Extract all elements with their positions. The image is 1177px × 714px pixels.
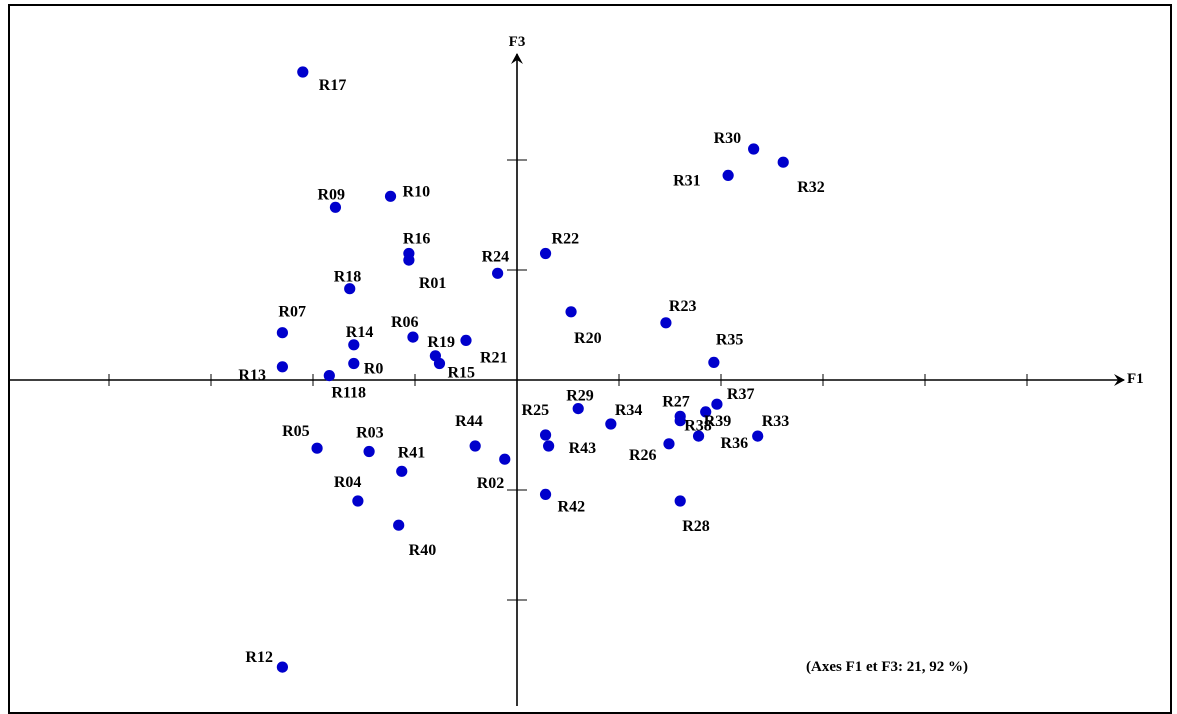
point-r36 (692, 430, 705, 442)
axes-annotation: (Axes F1 et F3: 21, 92 %) (806, 659, 968, 675)
point-r29 (572, 403, 584, 415)
point-label-r32: R32 (797, 179, 825, 196)
point-label-r42: R42 (558, 498, 586, 515)
point-label-r34: R34 (615, 402, 643, 419)
point-label-r13: R13 (238, 367, 266, 384)
point-label-r12: R12 (245, 649, 273, 666)
point-r13 (276, 361, 288, 373)
point-label-r36: R36 (721, 435, 749, 452)
x-axis-title: F1 (1127, 371, 1144, 387)
point-label-r30: R30 (714, 130, 742, 147)
point-r22 (539, 247, 552, 260)
point-label-r28: R28 (682, 518, 710, 535)
point-r12 (276, 661, 288, 673)
point-label-r27: R27 (662, 393, 690, 410)
point-label-r44: R44 (455, 413, 483, 430)
point-label-r06: R06 (391, 314, 419, 331)
point-label-r15: R15 (447, 365, 475, 382)
point-r38 (674, 415, 686, 427)
point-r34 (605, 418, 617, 430)
point-label-r41: R41 (398, 444, 426, 461)
point-r17 (297, 66, 309, 78)
data-points (276, 66, 789, 673)
point-label-r118: R118 (331, 385, 366, 402)
point-r37 (711, 398, 723, 410)
point-label-r43: R43 (569, 440, 597, 457)
point-label-r09: R09 (317, 186, 345, 203)
point-r24 (492, 267, 504, 279)
point-r33 (752, 430, 764, 442)
point-label-r03: R03 (356, 425, 384, 442)
y-axis-title: F3 (509, 34, 526, 50)
point-label-r31: R31 (673, 172, 701, 189)
point-label-r33: R33 (762, 413, 790, 430)
point-label-r10: R10 (403, 183, 431, 200)
point-r40 (393, 519, 405, 531)
point-label-r29: R29 (566, 388, 594, 405)
point-r35 (708, 356, 720, 368)
point-r06 (407, 331, 419, 343)
point-label-r37: R37 (727, 386, 755, 403)
point-r26 (663, 438, 675, 450)
point-r10 (384, 190, 397, 202)
point-label-r22: R22 (552, 231, 580, 248)
point-r07 (276, 327, 288, 339)
point-label-r19: R19 (427, 334, 455, 351)
point-label-r21: R21 (480, 349, 508, 366)
point-r44 (469, 440, 481, 452)
point-label-r23: R23 (669, 298, 697, 315)
point-r39 (700, 406, 712, 418)
point-r32 (777, 156, 789, 168)
point-r02 (499, 453, 511, 465)
point-label-r05: R05 (282, 423, 310, 440)
point-label-r01: R01 (419, 275, 447, 292)
point-r28 (674, 495, 686, 507)
point-r23 (660, 317, 672, 329)
point-r05 (311, 442, 323, 454)
point-label-r18: R18 (334, 269, 362, 286)
point-label-r40: R40 (409, 542, 437, 559)
point-label-r02: R02 (477, 475, 505, 492)
point-r41 (396, 465, 408, 477)
point-r20 (565, 306, 577, 318)
point-label-r35: R35 (716, 331, 744, 348)
point-r04 (352, 495, 364, 507)
point-r42 (539, 488, 552, 500)
point-label-r16: R16 (403, 231, 431, 248)
point-label-r24: R24 (482, 248, 510, 265)
point-r30 (748, 143, 760, 155)
point-label-r38: R38 (684, 418, 712, 435)
point-r0 (348, 357, 360, 370)
point-label-r39: R39 (704, 413, 732, 430)
point-label-r20: R20 (574, 330, 602, 347)
point-labels: R17 R09 R10 R16 R01 R18 R24 R22 R07 R14 R06 R19 R21 R… (238, 77, 824, 666)
point-label-r07: R07 (278, 304, 306, 321)
axes (10, 53, 1125, 706)
point-r01 (403, 254, 415, 266)
point-r18 (344, 283, 356, 295)
point-r21 (460, 334, 472, 346)
point-label-r17: R17 (319, 77, 347, 94)
point-r09 (329, 201, 342, 213)
point-r43 (543, 440, 555, 452)
point-label-r25: R25 (522, 402, 550, 419)
point-r14 (348, 339, 360, 351)
point-r31 (722, 169, 734, 181)
point-label-r04: R04 (334, 474, 362, 491)
point-r25 (539, 429, 552, 441)
point-label-r0: R0 (364, 361, 384, 378)
point-r118 (323, 370, 335, 382)
point-label-r26: R26 (629, 447, 657, 464)
point-r03 (363, 445, 375, 458)
point-r15 (433, 357, 446, 370)
point-label-r14: R14 (346, 324, 374, 341)
